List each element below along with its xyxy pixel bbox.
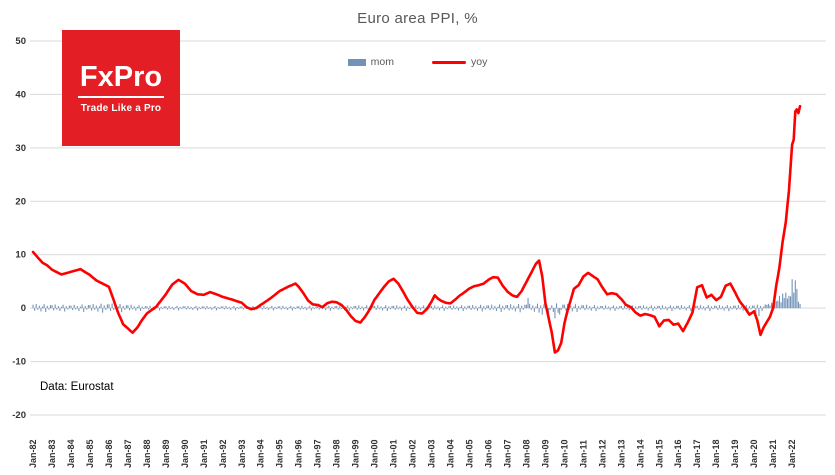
svg-text:Jan-03: Jan-03	[427, 439, 437, 468]
svg-text:Jan-96: Jan-96	[294, 439, 304, 468]
svg-text:Jan-93: Jan-93	[237, 439, 247, 468]
svg-text:50: 50	[15, 36, 26, 47]
mom-legend-swatch-icon	[347, 58, 366, 66]
svg-text:-20: -20	[12, 410, 26, 421]
svg-text:Jan-04: Jan-04	[446, 439, 456, 468]
svg-text:Jan-92: Jan-92	[218, 439, 228, 468]
legend-label-yoy: yoy	[471, 56, 488, 68]
svg-text:0: 0	[21, 303, 26, 314]
svg-text:Jan-86: Jan-86	[104, 439, 114, 468]
svg-text:Jan-83: Jan-83	[47, 439, 57, 468]
svg-text:Jan-98: Jan-98	[332, 439, 342, 468]
svg-text:Jan-13: Jan-13	[616, 439, 626, 468]
svg-text:Jan-84: Jan-84	[66, 439, 76, 468]
svg-text:Jan-90: Jan-90	[180, 439, 190, 468]
svg-text:Jan-85: Jan-85	[85, 439, 95, 468]
svg-text:Jan-87: Jan-87	[123, 439, 133, 468]
svg-text:Jan-99: Jan-99	[351, 439, 361, 468]
svg-text:-10: -10	[12, 357, 26, 368]
fxpro-logo-tagline: Trade Like a Pro	[80, 102, 162, 114]
chart-legend: mom yoy	[0, 56, 835, 68]
svg-text:Jan-02: Jan-02	[408, 439, 418, 468]
svg-text:Jan-97: Jan-97	[313, 439, 323, 468]
svg-text:Jan-05: Jan-05	[464, 439, 474, 468]
chart-title: Euro area PPI, %	[357, 10, 478, 27]
svg-text:Jan-19: Jan-19	[730, 439, 740, 468]
svg-text:Jan-18: Jan-18	[711, 439, 721, 468]
svg-text:Jan-91: Jan-91	[199, 439, 209, 468]
svg-text:Jan-20: Jan-20	[749, 439, 759, 468]
legend-item-mom: mom	[347, 56, 394, 68]
svg-text:Jan-17: Jan-17	[692, 439, 702, 468]
svg-text:Jan-89: Jan-89	[161, 439, 171, 468]
svg-text:Jan-07: Jan-07	[502, 439, 512, 468]
svg-text:Jan-09: Jan-09	[540, 439, 550, 468]
svg-text:Jan-01: Jan-01	[389, 439, 399, 468]
svg-text:Jan-94: Jan-94	[256, 439, 266, 468]
svg-text:40: 40	[15, 89, 26, 100]
svg-text:Jan-95: Jan-95	[275, 439, 285, 468]
svg-text:20: 20	[15, 196, 26, 207]
svg-text:Jan-00: Jan-00	[370, 439, 380, 468]
yoy-legend-swatch-icon	[432, 60, 466, 64]
svg-text:10: 10	[15, 250, 26, 261]
legend-item-yoy: yoy	[432, 56, 487, 68]
svg-text:Jan-08: Jan-08	[521, 439, 531, 468]
legend-label-mom: mom	[370, 56, 394, 68]
svg-text:Jan-21: Jan-21	[768, 439, 778, 468]
svg-text:Jan-06: Jan-06	[483, 439, 493, 468]
data-source-note: Data: Eurostat	[40, 381, 114, 393]
svg-text:Jan-14: Jan-14	[635, 439, 645, 468]
fxpro-logo: FxPro Trade Like a Pro	[62, 30, 180, 146]
svg-text:Jan-88: Jan-88	[142, 439, 152, 468]
svg-text:Jan-11: Jan-11	[578, 440, 588, 468]
svg-text:Jan-82: Jan-82	[28, 439, 38, 468]
svg-text:Jan-22: Jan-22	[787, 439, 797, 468]
svg-text:Jan-15: Jan-15	[654, 439, 664, 468]
fxpro-logo-name: FxPro	[77, 62, 165, 98]
svg-text:Jan-12: Jan-12	[597, 439, 607, 468]
svg-text:Jan-10: Jan-10	[559, 439, 569, 468]
svg-text:Jan-16: Jan-16	[673, 439, 683, 468]
svg-text:30: 30	[15, 143, 26, 154]
